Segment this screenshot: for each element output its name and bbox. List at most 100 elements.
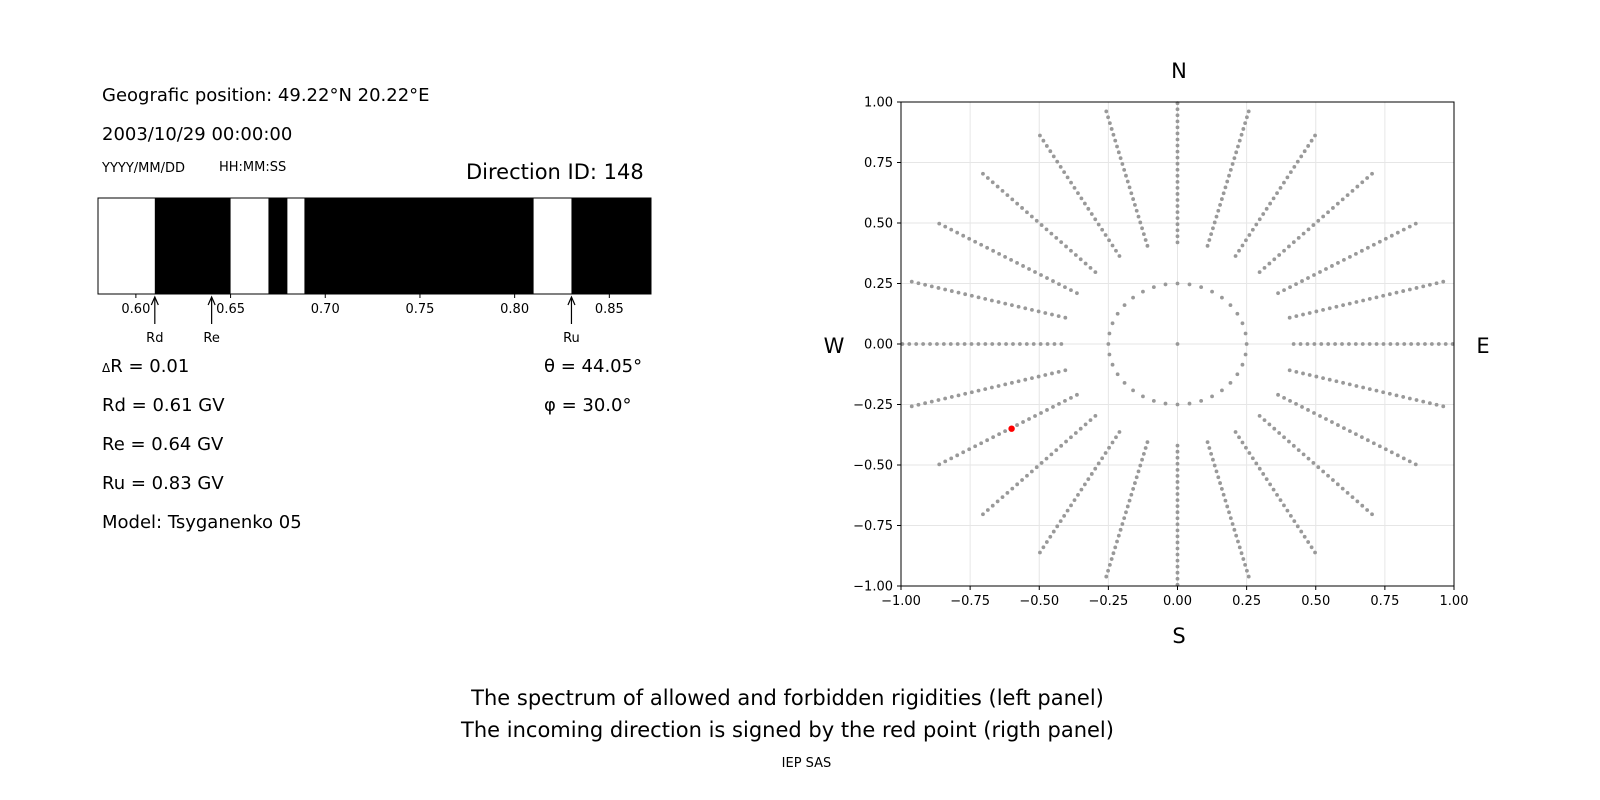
- direction-point: [1309, 138, 1314, 143]
- direction-point: [949, 395, 954, 399]
- direction-point: [1039, 411, 1043, 415]
- direction-point: [1374, 295, 1379, 300]
- direction-point: [1175, 402, 1180, 407]
- credit-label: IEP SAS: [781, 756, 832, 771]
- direction-point: [1093, 466, 1098, 471]
- direction-point: [923, 282, 928, 287]
- direction-point: [1175, 510, 1180, 515]
- direction-point: [1031, 342, 1036, 346]
- direction-point: [1116, 533, 1121, 538]
- direction-point: [1218, 203, 1222, 207]
- direction-point: [1427, 401, 1432, 406]
- direction-point: [1331, 478, 1335, 482]
- direction-point: [1010, 486, 1015, 491]
- direction-point: [1306, 144, 1311, 148]
- direction-point: [1330, 420, 1334, 424]
- direction-point: [1003, 301, 1008, 306]
- direction-point: [983, 387, 988, 391]
- direction-point: [1051, 279, 1055, 283]
- direction-point: [995, 499, 1000, 504]
- direction-point: [1314, 374, 1319, 379]
- direction-point: [963, 391, 968, 396]
- direction-point: [1210, 289, 1214, 294]
- direction-point: [1243, 331, 1248, 336]
- direction-point: [1129, 492, 1134, 497]
- direction-point: [1175, 149, 1180, 154]
- direction-point: [1088, 265, 1093, 270]
- direction-point: [1034, 218, 1039, 223]
- direction-point: [1059, 240, 1064, 245]
- direction-point: [1300, 405, 1304, 409]
- direction-point: [1175, 167, 1180, 172]
- direction-point: [1057, 401, 1061, 406]
- direction-point: [1125, 179, 1130, 184]
- direction-point: [1113, 138, 1118, 143]
- direction-point: [1122, 167, 1127, 172]
- direction-point: [1023, 306, 1028, 311]
- direction-point: [1218, 481, 1222, 485]
- direction-point: [969, 342, 974, 346]
- direction-point: [1282, 180, 1286, 185]
- direction-point: [1055, 159, 1060, 164]
- direction-point: [949, 227, 954, 232]
- direction-point: [1271, 196, 1276, 201]
- direction-point: [1140, 226, 1144, 231]
- direction-point: [1291, 342, 1296, 346]
- direction-point: [1175, 234, 1180, 239]
- map-y-tick-label: 0.50: [864, 217, 893, 232]
- direction-point: [1209, 451, 1214, 456]
- direction-point: [1402, 342, 1407, 346]
- direction-point: [1341, 380, 1345, 385]
- direction-point: [941, 342, 946, 346]
- direction-point: [1429, 342, 1434, 346]
- direction-point: [1312, 342, 1317, 346]
- direction-point: [1096, 461, 1101, 466]
- direction-point: [1361, 385, 1366, 390]
- direction-point: [1000, 188, 1005, 193]
- direction-point: [943, 287, 948, 292]
- direction-point: [1141, 451, 1146, 456]
- direction-point: [1441, 279, 1446, 284]
- direction-point: [1076, 191, 1080, 196]
- direction-point: [1079, 196, 1084, 201]
- map-y-tick-label: 0.25: [864, 277, 893, 292]
- direction-point: [1175, 455, 1180, 460]
- direction-point: [1199, 398, 1204, 403]
- direction-point: [1079, 487, 1084, 492]
- direction-point: [1313, 133, 1317, 138]
- direction-point: [1236, 144, 1240, 149]
- direction-point: [1145, 243, 1150, 248]
- direction-point: [1319, 342, 1324, 346]
- direction-point: [1041, 545, 1046, 550]
- direction-point: [1138, 463, 1143, 468]
- direction-point: [1246, 574, 1251, 579]
- direction-point: [1086, 477, 1091, 482]
- direction-point: [1240, 440, 1245, 445]
- direction-point: [969, 293, 974, 298]
- direction-point: [1220, 295, 1224, 300]
- direction-point: [1225, 179, 1230, 184]
- direction-point: [1072, 185, 1077, 190]
- direction-point: [1131, 388, 1135, 393]
- direction-point: [1115, 539, 1119, 544]
- direction-point: [1151, 285, 1156, 290]
- direction-point: [1316, 465, 1321, 470]
- ru-value: Ru = 0.83 GV: [102, 473, 224, 494]
- direction-point: [1240, 321, 1245, 326]
- direction-point: [1313, 550, 1317, 555]
- direction-point: [1015, 423, 1019, 427]
- direction-point: [1069, 288, 1073, 293]
- direction-point: [1115, 311, 1120, 316]
- direction-point: [1016, 304, 1021, 309]
- direction-point: [997, 251, 1002, 256]
- direction-point: [1247, 451, 1252, 455]
- direction-point: [1175, 186, 1180, 190]
- direction-point: [1230, 522, 1235, 526]
- spectrum-frame: [97, 197, 652, 295]
- direction-point: [1257, 466, 1262, 471]
- marker-arrowhead: [207, 295, 216, 306]
- direction-point: [985, 176, 990, 180]
- direction-point: [1225, 504, 1230, 509]
- map-x-tick-label: 0.75: [1370, 594, 1399, 609]
- direction-point: [1025, 210, 1029, 215]
